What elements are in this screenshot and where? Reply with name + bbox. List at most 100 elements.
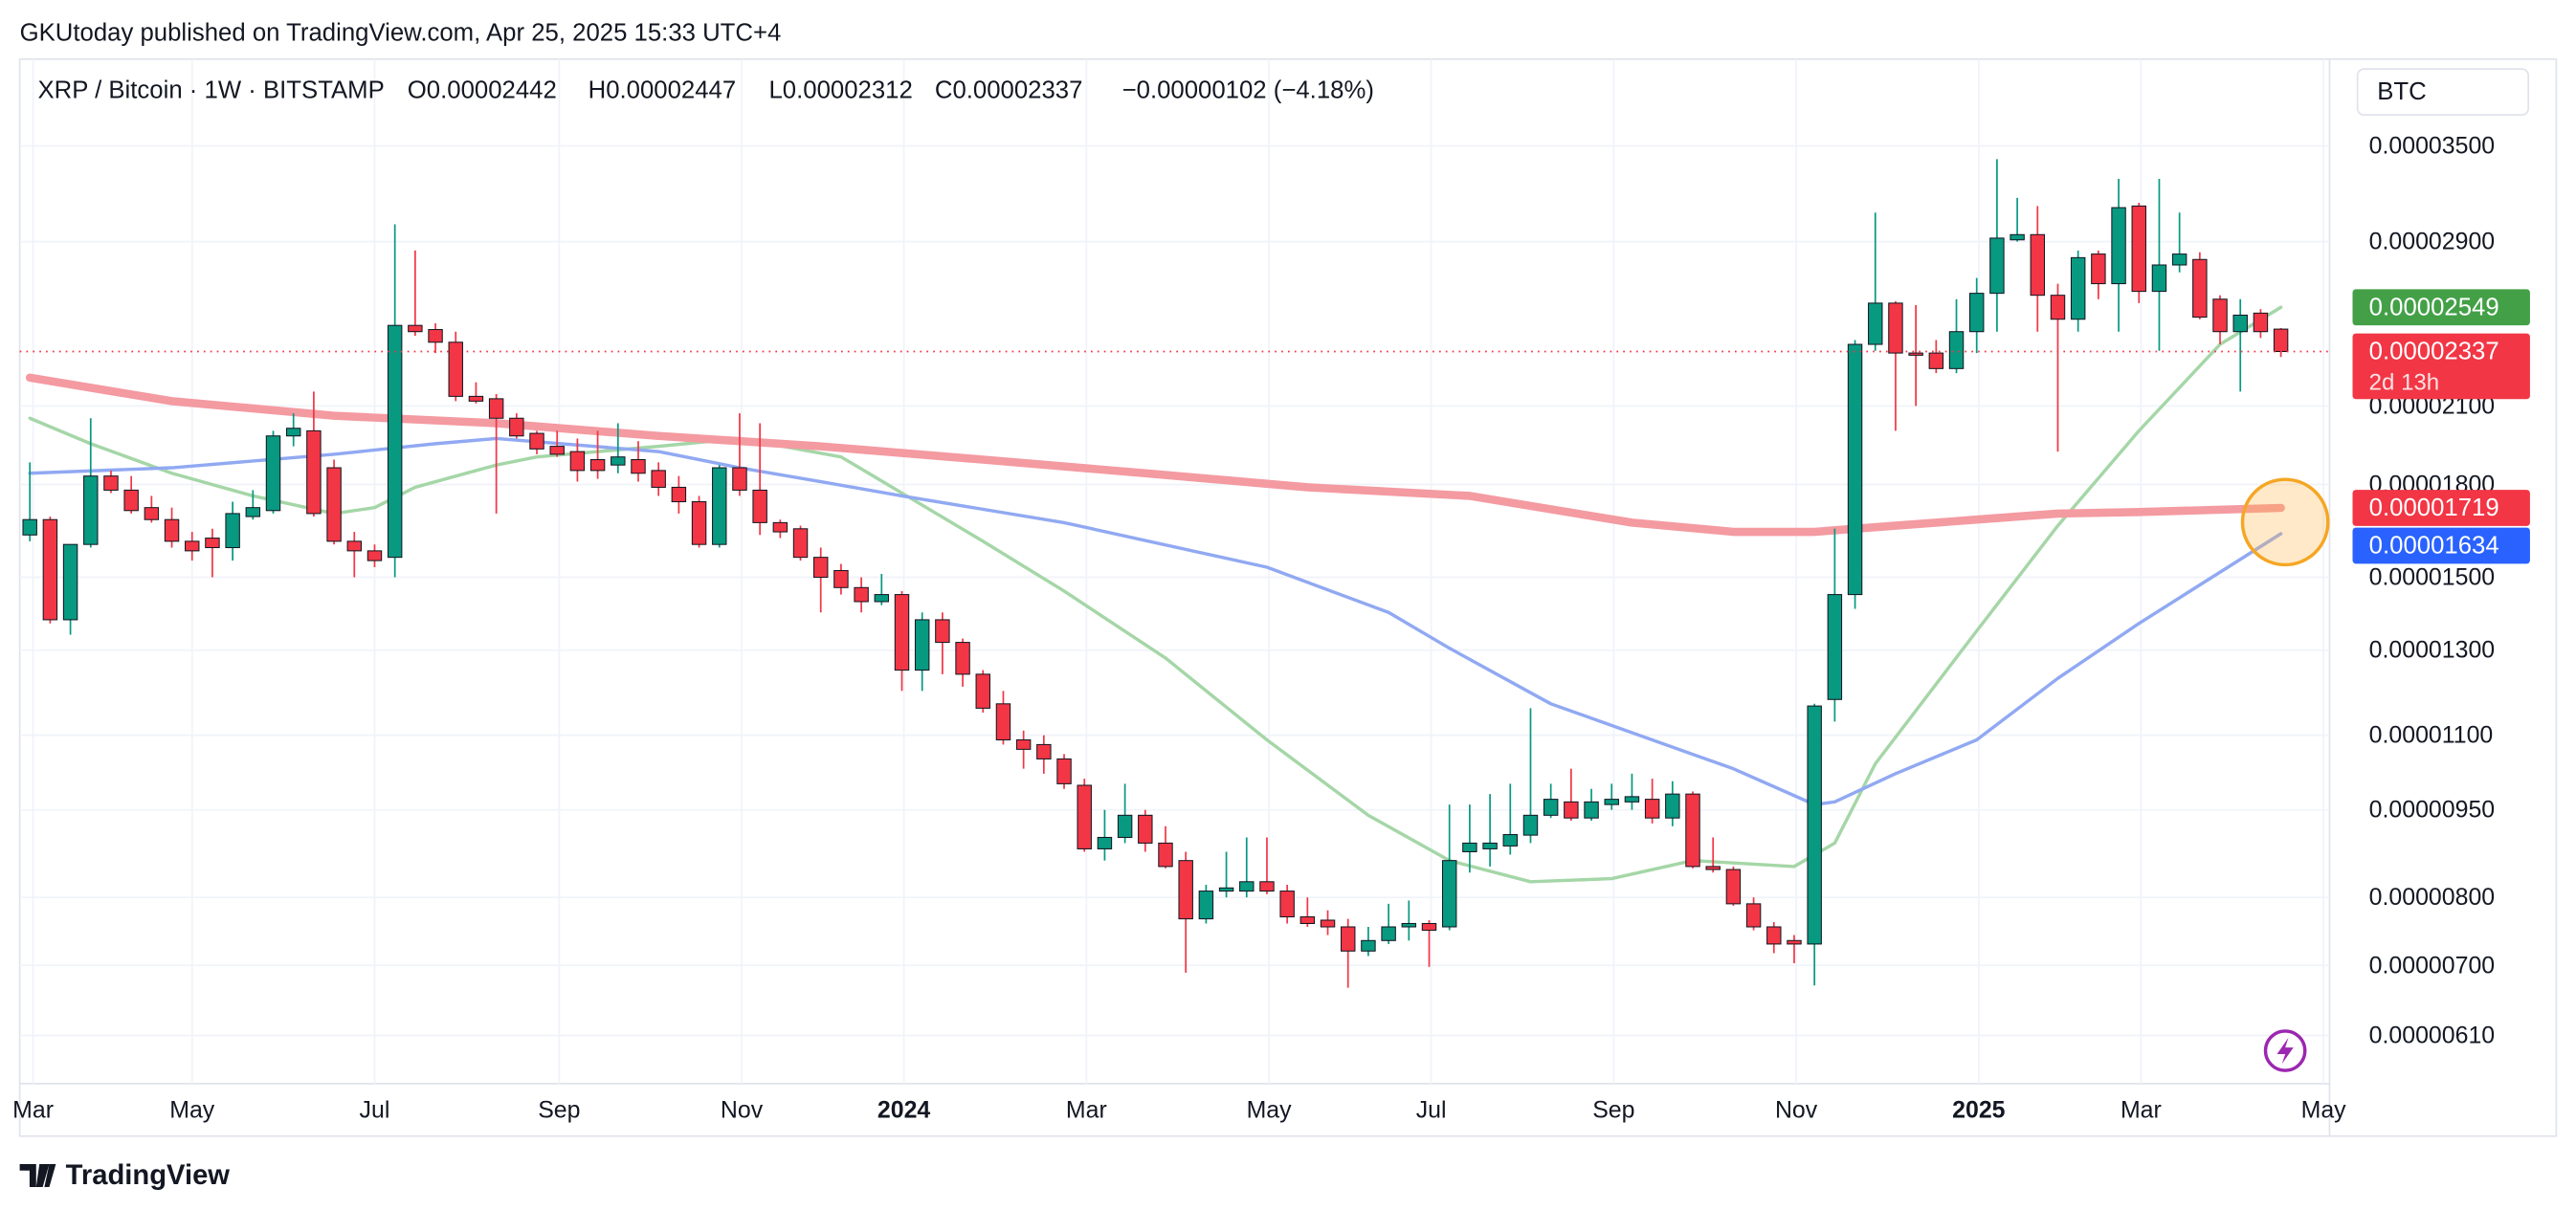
candle-body — [144, 507, 160, 520]
y-tick-label: 0.00000700 — [2369, 952, 2495, 979]
candle-body — [1705, 866, 1721, 870]
candle-body — [1158, 842, 1173, 868]
candle-body — [671, 486, 687, 503]
countdown: 2d 13h — [2369, 370, 2439, 396]
candle-body — [995, 703, 1011, 741]
candle-body — [1259, 881, 1275, 892]
candle-body — [428, 329, 443, 343]
candle-body — [1868, 302, 1883, 345]
price-tags: 0.00002549 0.00002337 2d 13h 0.00001719 0.00… — [2352, 289, 2530, 564]
candle-body — [164, 518, 180, 542]
candle-body — [792, 528, 809, 559]
y-tick-label: 0.00000950 — [2369, 797, 2495, 824]
x-tick-label: May — [1247, 1096, 1293, 1123]
y-tick-label: 0.00000800 — [2369, 884, 2495, 911]
x-tick-label: Sep — [1592, 1096, 1634, 1123]
currency[interactable]: BTC — [2377, 78, 2426, 105]
series — [19, 159, 2330, 988]
y-tick-label: 0.00003500 — [2369, 132, 2495, 159]
ohlc-value: H0.00002447 — [588, 77, 737, 103]
candle-body — [2212, 298, 2228, 333]
candle-body — [1279, 891, 1295, 918]
candle-body — [103, 475, 119, 491]
candle-body — [1766, 926, 1782, 945]
candle-body — [712, 467, 727, 545]
candle-body — [1564, 801, 1579, 819]
candle-body — [529, 432, 544, 450]
candle-body — [569, 451, 586, 472]
lightning-icon[interactable] — [2263, 1029, 2307, 1072]
currency-button[interactable] — [2356, 68, 2530, 117]
candle-body — [732, 467, 747, 491]
candle-body — [2030, 233, 2046, 297]
y-tick-label: 0.00001300 — [2369, 637, 2495, 664]
candle-body — [651, 470, 666, 488]
candle-body — [1644, 799, 1660, 819]
candle-body — [1908, 352, 1923, 356]
candle-body — [488, 398, 504, 419]
candle-body — [185, 540, 200, 552]
candle-body — [1847, 343, 1863, 596]
grid — [19, 58, 2330, 1084]
candle-body — [1218, 887, 1234, 892]
x-tick-label: May — [169, 1096, 215, 1123]
x-tick-label: Mar — [12, 1096, 54, 1123]
legend: XRP / Bitcoin · 1W · BITSTAMP O0.0000244… — [37, 77, 1373, 103]
candle-body — [1584, 801, 1599, 819]
candle-body — [2273, 328, 2289, 353]
candle-body — [1198, 891, 1214, 920]
x-tick-label: Jul — [360, 1096, 390, 1123]
price-tag — [2352, 289, 2530, 326]
candle-body — [2232, 314, 2248, 333]
candle-body — [914, 619, 930, 671]
price-tag-label: 0.00002549 — [2369, 294, 2499, 320]
candle-body — [1685, 793, 1700, 868]
brand-name: TradingView — [66, 1160, 231, 1191]
candle-body — [2171, 253, 2187, 266]
candle-body — [1299, 916, 1316, 925]
candle-body — [225, 513, 240, 549]
candle-body — [935, 619, 950, 644]
candle-body — [1543, 799, 1559, 816]
candle-body — [1888, 302, 1903, 354]
candle-body — [752, 489, 767, 523]
price-tag — [2352, 333, 2530, 400]
candle-body — [1745, 903, 1762, 928]
chart-frame — [18, 57, 2558, 1137]
candle-body — [772, 521, 788, 533]
candle-body — [326, 467, 342, 542]
axes: 0.00000610 0.00000700 0.00000800 0.00000950… — [12, 132, 2495, 1123]
x-tick-label: Sep — [538, 1096, 580, 1123]
candle-body — [83, 475, 99, 545]
candle-body — [1117, 814, 1133, 838]
price-tag — [2352, 527, 2530, 564]
candle-body — [854, 586, 869, 603]
candle-body — [549, 446, 565, 455]
candle-body — [1138, 814, 1153, 844]
candle-body — [1421, 922, 1437, 932]
candle-body — [366, 550, 383, 561]
candle-body — [346, 540, 363, 552]
x-tick-label: Nov — [1775, 1096, 1818, 1123]
candle-body — [1015, 738, 1032, 750]
x-tick-label: Nov — [721, 1096, 764, 1123]
highlight-circle — [2240, 477, 2330, 567]
x-tick-label: May — [2301, 1096, 2347, 1123]
candle-body — [2131, 205, 2146, 293]
candle-body — [1441, 860, 1457, 928]
candle-body — [1381, 926, 1396, 941]
price-tag-label: 0.00001634 — [2369, 532, 2499, 559]
candle-body — [1624, 796, 1640, 803]
candle-body — [1989, 237, 2005, 295]
icon-bolt[interactable] — [2276, 1037, 2294, 1065]
x-tick-label: Mar — [2121, 1096, 2162, 1123]
candle-body — [1056, 758, 1072, 784]
candle-body — [22, 518, 37, 536]
candle-body — [1968, 293, 1985, 333]
price-tag-label: 0.00001719 — [2369, 495, 2499, 521]
candle-body — [813, 557, 829, 579]
candle-body — [62, 543, 78, 621]
candle-body — [2192, 258, 2208, 319]
candle-body — [1827, 594, 1843, 700]
